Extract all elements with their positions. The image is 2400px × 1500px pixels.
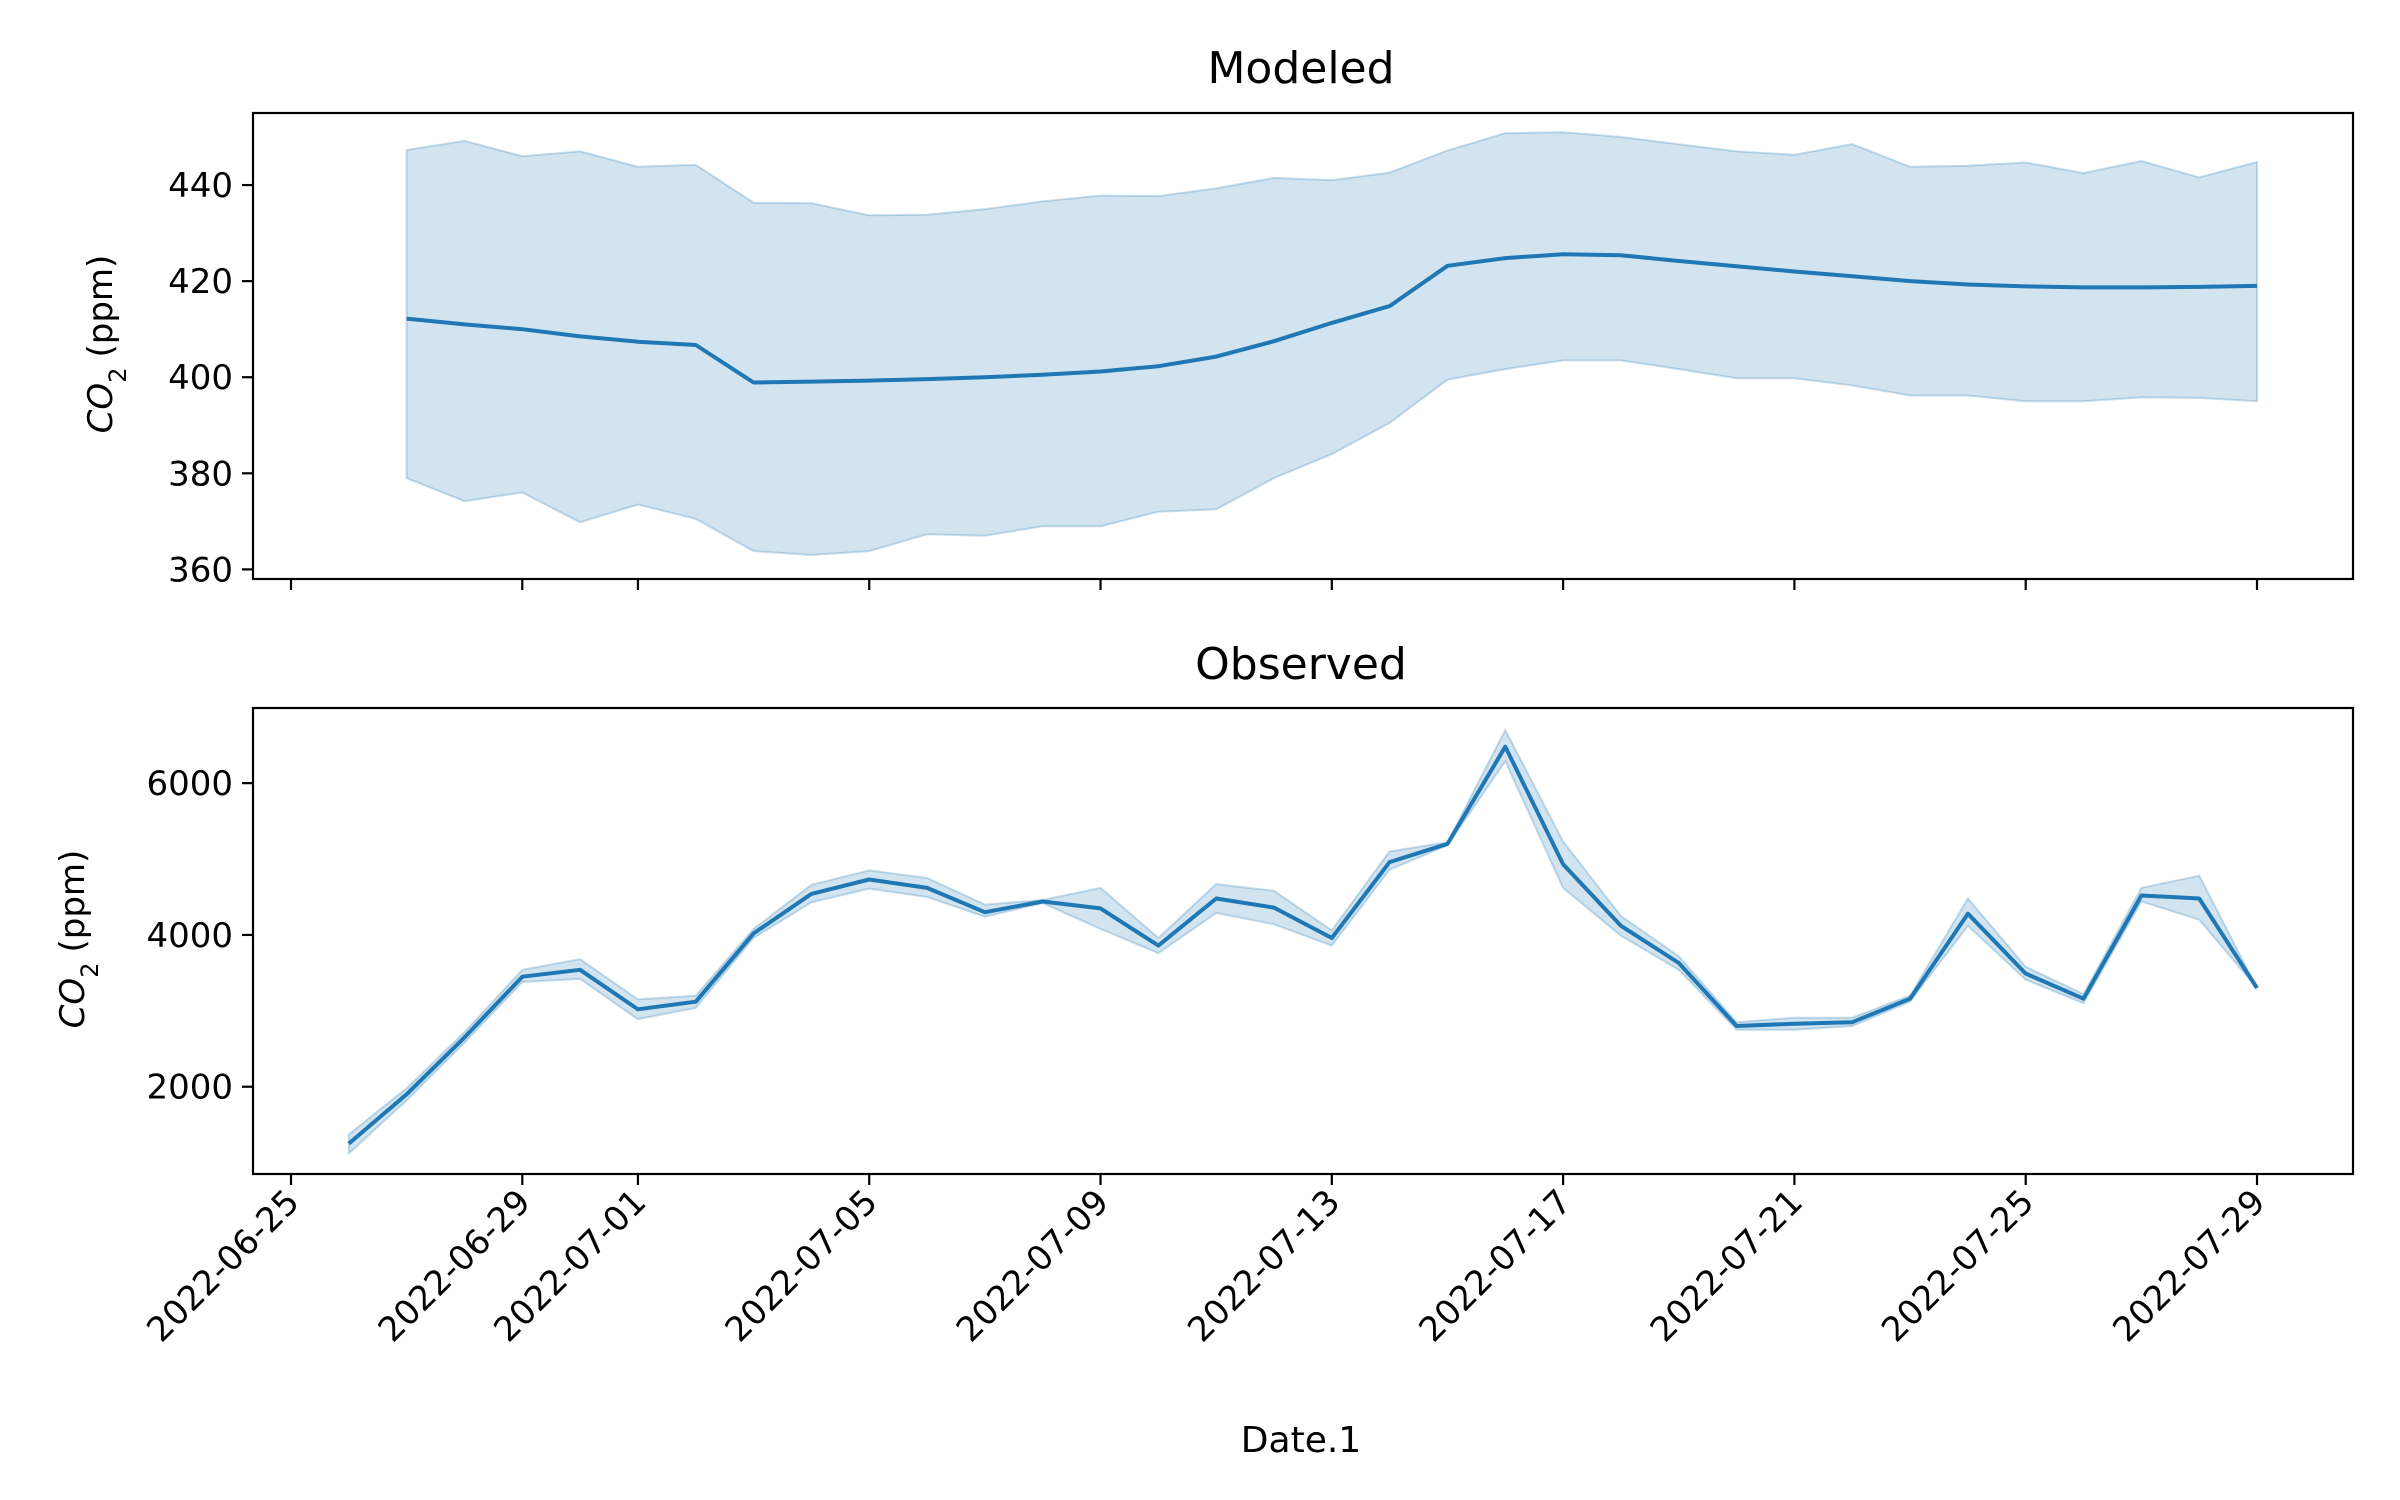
modeled-y-axis: 360 380 400 420 440 [168,166,253,590]
observed-y-axis: 2000 4000 6000 [146,764,253,1108]
modeled-plot-area [405,131,2258,557]
observed-xlabel: Date.1 [1241,1420,1361,1461]
modeled-ylabel-unit: (ppm) [81,255,121,358]
modeled-ylabel: CO2 (ppm) [81,255,132,434]
modeled-ytick-label: 360 [168,550,233,590]
observed-ytick-label: 4000 [146,916,233,956]
modeled-mean-line [406,252,2258,385]
observed-ylabel: CO2 (ppm) [53,850,104,1029]
observed-ylabel-unit: (ppm) [53,850,93,953]
modeled-ytick-label: 380 [168,454,233,494]
observed-title: Observed [1195,639,1407,690]
observed-ytick-label: 6000 [146,764,233,804]
modeled-panel: Modeled CO2 (ppm) 360 380 400 420 440 [81,43,2355,590]
observed-ytick-label: 2000 [146,1068,233,1108]
modeled-confidence-band [405,131,2258,557]
modeled-x-axis [289,579,2259,590]
modeled-ylabel-subscript: 2 [104,368,132,383]
observed-mean-line [347,744,2259,1146]
observed-ylabel-symbol: CO [53,978,93,1029]
observed-plot-area [347,727,2259,1156]
observed-confidence-band [347,727,2258,1156]
modeled-ytick-label: 440 [168,166,233,206]
modeled-axes-frame [251,111,2355,581]
observed-axes-frame [251,706,2355,1176]
modeled-title: Modeled [1207,43,1394,94]
modeled-ytick-label: 400 [168,358,233,398]
observed-ylabel-subscript: 2 [76,963,104,978]
modeled-ytick-label: 420 [168,262,233,302]
modeled-ylabel-symbol: CO [81,383,121,434]
